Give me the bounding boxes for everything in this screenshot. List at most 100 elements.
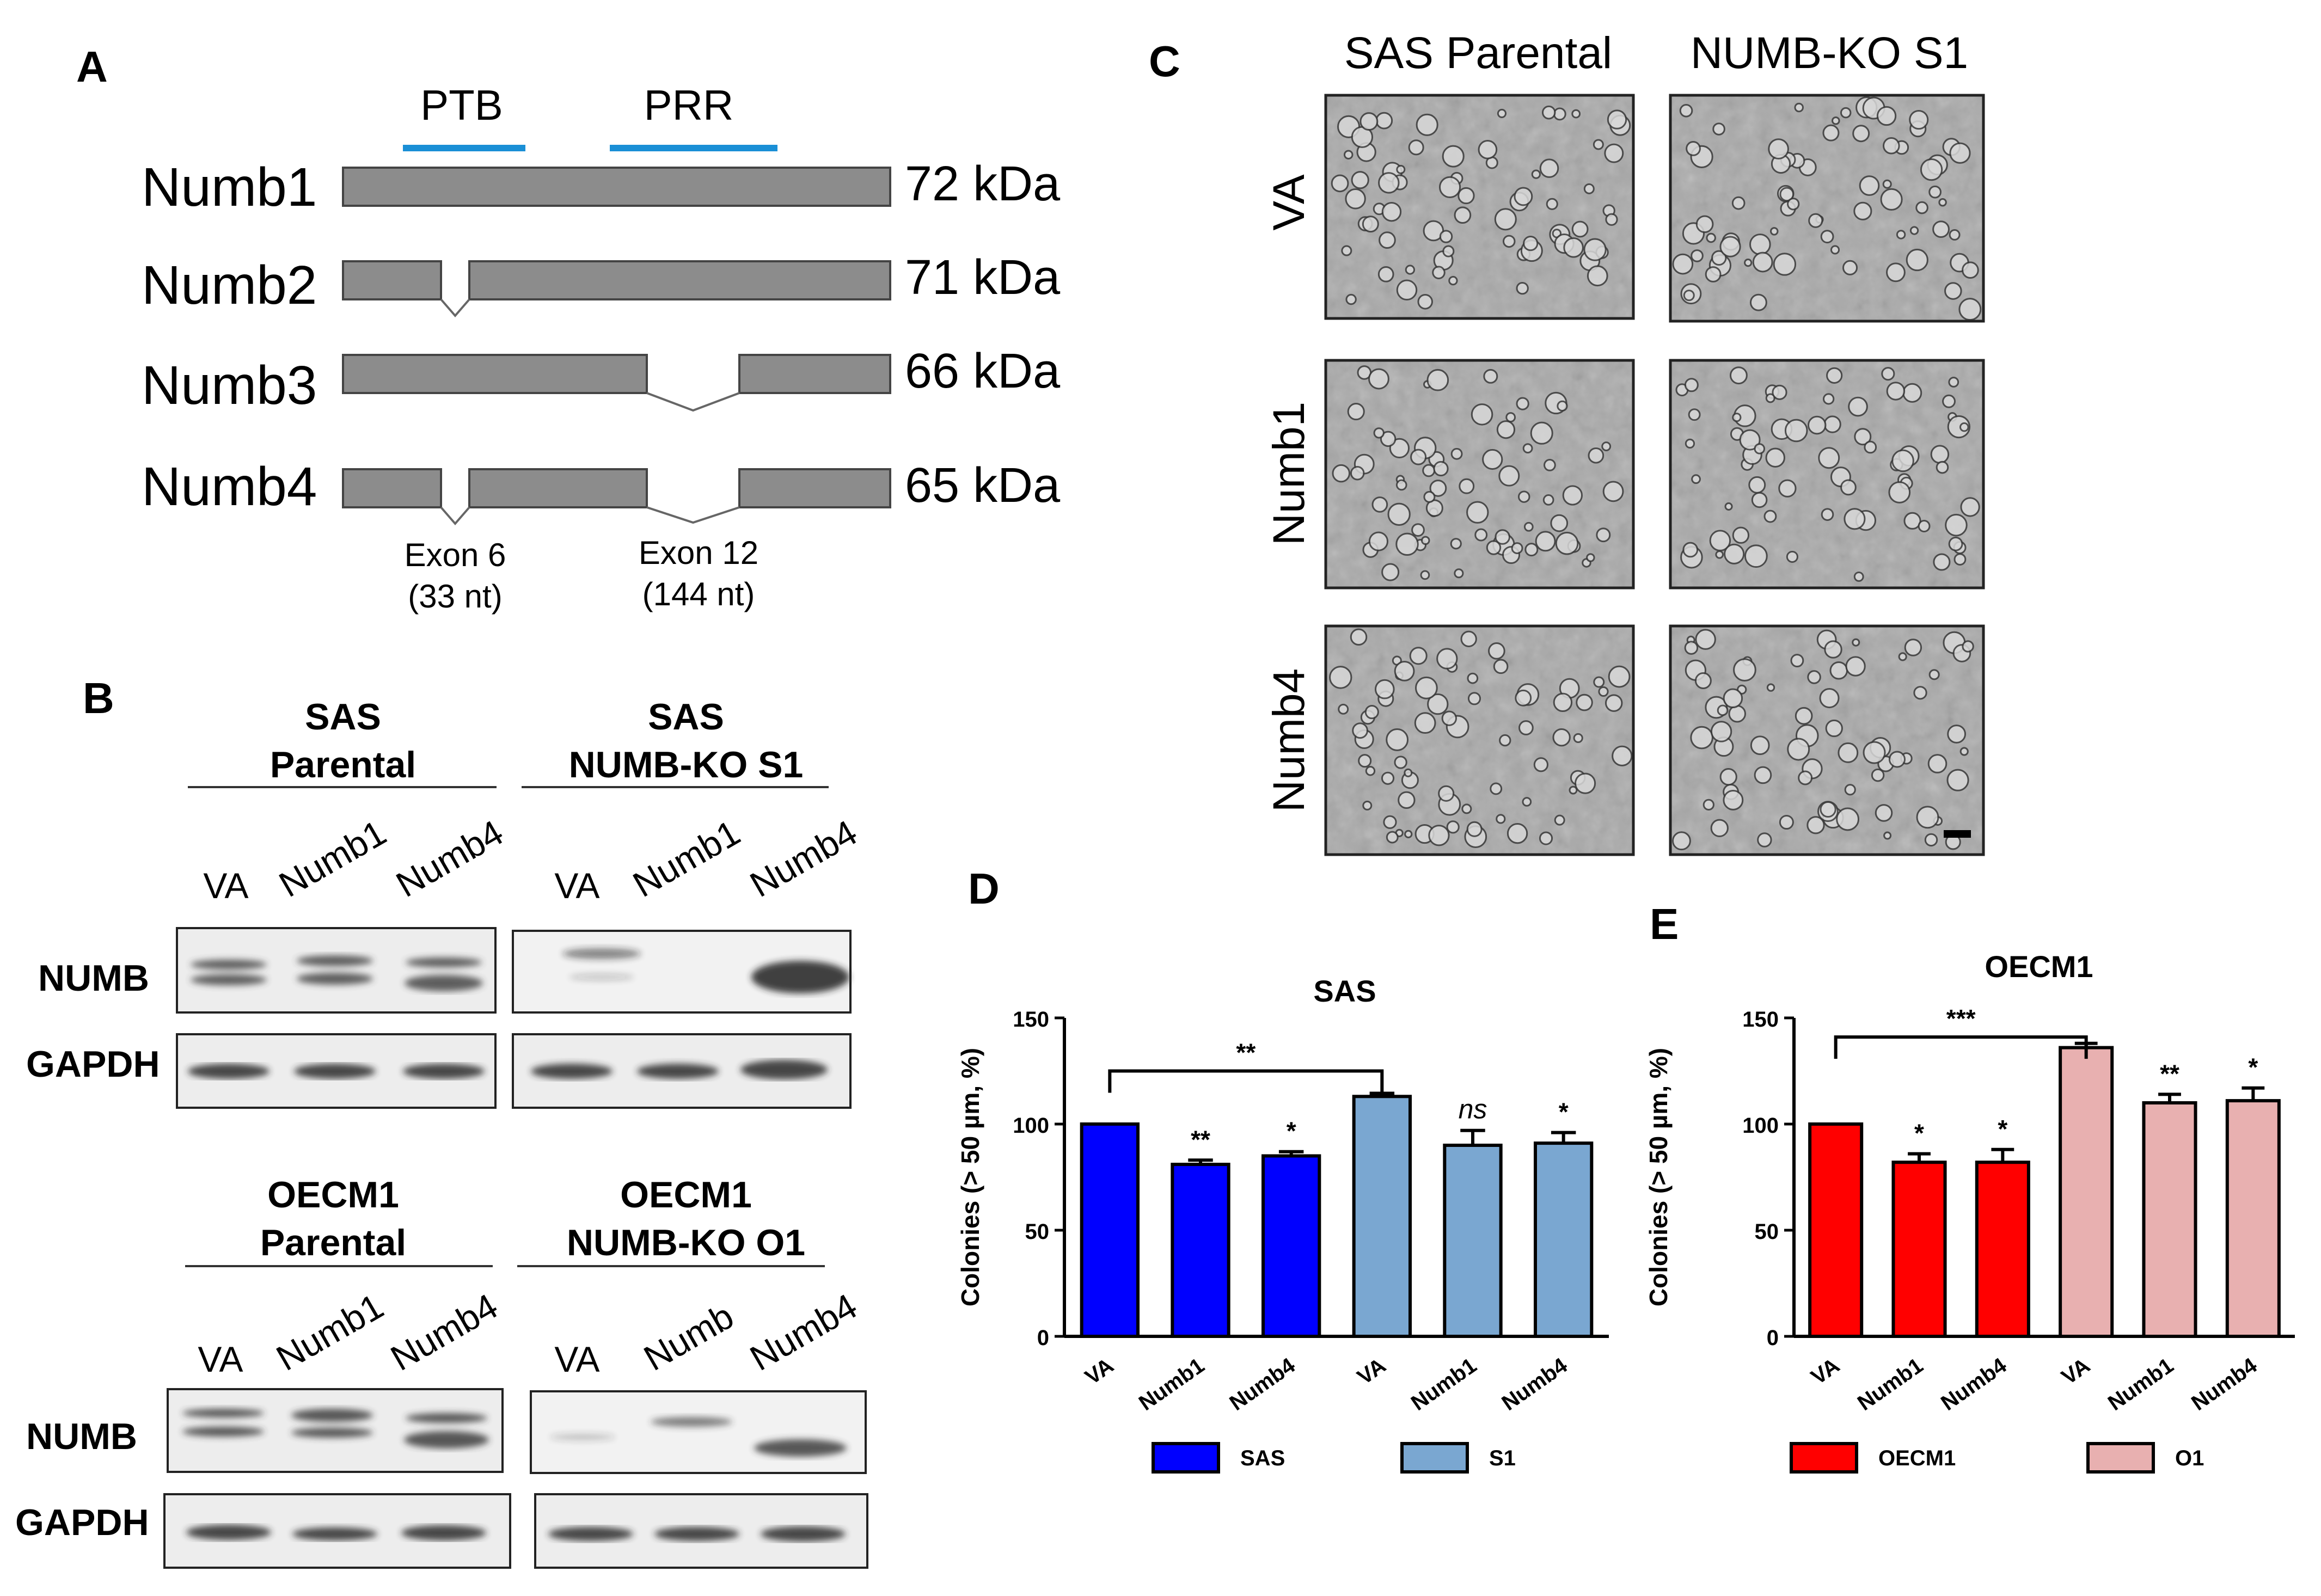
bracket-significance-label: *** (1946, 1004, 1976, 1033)
colony-spot (1960, 497, 1980, 517)
y-tick-label: 100 (1013, 1114, 1049, 1138)
micrograph-border (1669, 359, 1985, 590)
colony-spot (1522, 443, 1533, 454)
colony-spot (1744, 259, 1753, 267)
colony-spot (1604, 143, 1624, 163)
colony-spot (1474, 528, 1488, 542)
colony-spot (1778, 479, 1797, 498)
colony-spot (1853, 572, 1864, 582)
colony-spot (1679, 104, 1693, 118)
panel-b-label: B (83, 674, 114, 722)
colony-spot (1784, 419, 1808, 443)
column-header: NUMB-KO S1 (1691, 28, 1968, 78)
panel-d-label: D (968, 864, 1000, 913)
significance-label: * (1559, 1098, 1569, 1126)
colony-spot (1432, 266, 1446, 279)
colony-spot (1371, 496, 1388, 513)
colony-spot (1958, 298, 1982, 321)
colony-spot (1933, 553, 1951, 571)
colony-spot (1516, 397, 1529, 410)
colony-spot (1379, 231, 1396, 249)
y-tick-label: 50 (1755, 1220, 1779, 1244)
colony-spot (1880, 188, 1903, 211)
colony-spot (1859, 175, 1880, 196)
colony-spot (1593, 676, 1605, 688)
colony-spot (1365, 766, 1376, 776)
colony-spot (1588, 447, 1605, 464)
bar (1171, 1163, 1230, 1339)
colony-spot (1362, 216, 1379, 233)
colony-spot (1546, 198, 1558, 210)
colony-spot (1938, 198, 1947, 207)
colony-spot (1717, 704, 1729, 716)
colony-spot (1539, 831, 1553, 845)
colony-spot (1496, 814, 1506, 824)
colony-spot (1331, 174, 1349, 193)
colony-spot (1719, 236, 1741, 257)
x-tick-label: VA (1081, 1353, 1118, 1389)
colony-spot (1574, 772, 1596, 794)
exon12-label: Exon 12 (639, 535, 758, 571)
colony-spot (1686, 141, 1701, 156)
colony-spot (1947, 415, 1971, 439)
colony-spot (1852, 125, 1870, 143)
colony-spot (1389, 438, 1410, 459)
panel-b: B SAS Parental SAS NUMB-KO S1 OECM1 Pare… (15, 674, 868, 1569)
colony-spot (1461, 803, 1472, 814)
blot-row-label-numb: NUMB (26, 1416, 137, 1457)
colony-spot (1454, 568, 1464, 579)
x-tick-label: Numb4 (1937, 1353, 2011, 1415)
blot-row-label-gapdh: GAPDH (26, 1043, 160, 1085)
isoform-size-numb2: 71 kDa (905, 250, 1061, 305)
colony-spot (1607, 109, 1627, 130)
colony-spot (1552, 728, 1571, 747)
colony-spot (1439, 230, 1453, 243)
colony-spot (1601, 441, 1612, 451)
colony-spot (1586, 553, 1595, 562)
colony-spot (1949, 142, 1971, 164)
colony-spot (1854, 428, 1872, 446)
colony-spot (1517, 490, 1530, 503)
colony-spot (1378, 172, 1400, 194)
colony-spot (1428, 825, 1450, 846)
colony-spot (1436, 648, 1458, 670)
colony-spot (1398, 791, 1416, 809)
panel-a-label: A (76, 42, 108, 91)
colony-spot (1948, 377, 1959, 388)
colony-spot (1438, 176, 1461, 198)
colony-spot (1596, 527, 1611, 543)
panel-c: C SAS Parental NUMB-KO S1 VA Numb1 Numb4 (1149, 28, 1985, 856)
colony-spot (1710, 721, 1732, 742)
colony-spot (1608, 665, 1631, 688)
colony-spot (1691, 474, 1701, 484)
colony-spot (1380, 431, 1397, 447)
colony-spot (1587, 265, 1608, 287)
bar (2059, 1046, 2114, 1338)
colony-spot (1685, 438, 1695, 449)
colony-spot (1542, 494, 1554, 506)
colony-spot (1420, 536, 1430, 545)
colony-spot (1429, 480, 1447, 497)
colony-spot (1602, 481, 1624, 502)
legend-label: OECM1 (1878, 1446, 1956, 1470)
colony-spot (1733, 658, 1756, 682)
colony-spot (1505, 412, 1516, 422)
colony-spot (1830, 245, 1840, 255)
colony-spot (1375, 112, 1393, 130)
colony-spot (1368, 531, 1389, 551)
isoform-name-numb4: Numb4 (142, 456, 317, 517)
legend-label: SAS (1240, 1446, 1285, 1470)
blot-row-label-gapdh: GAPDH (15, 1502, 149, 1543)
isoform-size-numb4: 65 kDa (905, 458, 1061, 513)
colony-spot (1494, 208, 1517, 231)
blot-group-title: OECM1 (267, 1174, 399, 1216)
colony-spot (1524, 543, 1539, 557)
colony-spot (1386, 831, 1399, 844)
colony-spot (1450, 538, 1462, 550)
colony-spot (1394, 660, 1415, 682)
significance-bracket (1834, 1035, 2088, 1059)
legend-swatch (1790, 1442, 1858, 1474)
colony-spot (1691, 249, 1704, 262)
colony-spot (1495, 529, 1510, 545)
